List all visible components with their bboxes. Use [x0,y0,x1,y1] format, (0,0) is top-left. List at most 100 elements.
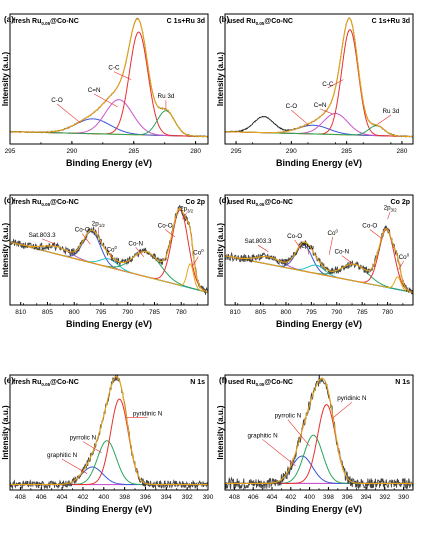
sample-title: fresh Ru0.05@Co-NC [13,379,79,387]
peak-label-text: Sat.803.3 [29,232,56,239]
label-leader-line [341,255,353,264]
peak-label: Co0 [106,245,117,254]
peak-label: Sat.803.3 [29,232,56,239]
peak-label-superscript: 0 [201,248,204,253]
sample-subscript: 0.05 [256,21,265,26]
x-tick-label: 394 [161,494,172,501]
x-tick-label: 406 [36,494,47,501]
x-axis-title: Binding Energy (eV) [276,319,362,329]
x-tick-label: 295 [5,148,16,155]
fit-envelope [10,18,208,138]
x-tick-label: 404 [267,494,278,501]
x-tick-label: 290 [286,148,297,155]
sample-subscript: 0.05 [256,382,265,387]
sample-prefix: fresh Ru [13,379,41,386]
peak-label: C=N [88,87,101,94]
x-tick-label: 408 [229,494,240,501]
label-leader-line [287,419,310,447]
sample-suffix: @Co-NC [50,199,79,206]
peak-label-text: Ru 3d [158,93,175,100]
x-tick-label: 392 [182,494,193,501]
sample-title: used Ru0.05@Co-NC [228,199,293,207]
peak-label: pyridinic N [133,411,163,418]
label-leader-line [61,458,88,474]
x-tick-label: 810 [230,309,241,316]
peak-label-text: pyridinic N [337,395,367,402]
x-tick-label: 404 [57,494,68,501]
panel-letter: (c) [4,196,14,205]
x-tick-label: 394 [361,494,372,501]
peak-label: pyrrolic N [275,413,302,420]
y-axis-title: Intensity (a.u.) [216,405,225,460]
panel-c: 810 805 800 795 790 785 780 Binding Energy (eV)… [1,194,209,329]
sample-subscript: 0.05 [41,21,50,26]
experimental-curve [225,224,413,295]
label-leader-line [369,229,383,240]
component-peak [10,466,208,486]
experimental-curve [225,375,413,490]
x-tick-label: 398 [119,494,130,501]
x-tick-label: 780 [176,309,187,316]
x-tick-label: 390 [398,494,409,501]
fit-envelope [10,207,208,293]
peak-label-text: graphitic N [47,452,78,459]
peak-label-text: 2p [301,242,309,249]
peak-label: C=N [314,102,327,109]
peak-label-superscript: 0 [115,245,118,250]
peak-label: Co-O [362,222,377,229]
x-tick-label: 790 [331,309,342,316]
x-tick-label: 795 [306,309,317,316]
peak-label-text: Co [193,250,202,257]
sample-title: fresh Ru0.05@Co-NC [13,18,79,26]
x-tick-label: 785 [357,309,368,316]
peak-label: C-O [51,97,63,104]
component-peak [10,31,208,138]
peak-label: Sat.803.3 [245,238,272,245]
peak-label-text: Co-O [362,222,377,229]
region-label: C 1s+Ru 3d [167,18,205,25]
peak-label: pyridinic N [337,395,367,402]
y-axis-title: Intensity (a.u.) [216,52,225,107]
panel-a: 295 290 285 280 Binding Energy (eV) Intensity… [1,13,209,168]
plot-frame [9,13,209,145]
plot-area [10,17,208,138]
panel-letter: (f) [219,376,227,385]
plot-frame [224,13,414,145]
label-leader-line [94,93,118,108]
x-tick-label: 790 [122,309,133,316]
sample-prefix: used Ru [228,199,256,206]
label-leader-line [257,244,269,252]
x-tick-label: 392 [379,494,390,501]
peak-label: Co-N [335,249,350,256]
peak-label-text: Ru 3d [382,108,399,115]
label-leader-line [291,109,310,126]
x-tick-label: 400 [304,494,315,501]
peak-label-subscript: 3/2 [391,207,398,212]
label-leader-line [319,108,334,115]
label-leader-line [135,247,145,258]
x-tick-label: 805 [42,309,53,316]
peak-label: C-O [286,103,298,110]
label-leader-line [307,249,310,255]
fit-envelope [10,375,208,486]
region-label: N 1s [190,379,205,386]
x-axis-title: Binding Energy (eV) [66,158,152,168]
label-leader-line [56,103,81,124]
label-leader-line [327,79,344,89]
plot-area [225,224,413,295]
label-leader-line [398,260,405,270]
x-tick-label: 402 [285,494,296,501]
component-peak [10,99,208,138]
component-peak [10,241,208,293]
panel-letter: (e) [4,376,14,385]
peak-label: graphitic N [248,432,279,439]
peak-label-subscript: 1/2 [308,245,315,250]
peak-label-subscript: 1/2 [99,223,106,228]
peak-label-text: C=N [88,87,101,94]
label-leader-line [377,114,392,125]
sample-prefix: fresh Ru [13,18,41,25]
peak-label-text: pyrrolic N [275,413,302,420]
sample-subscript: 0.05 [256,202,265,207]
x-tick-label: 810 [15,309,26,316]
